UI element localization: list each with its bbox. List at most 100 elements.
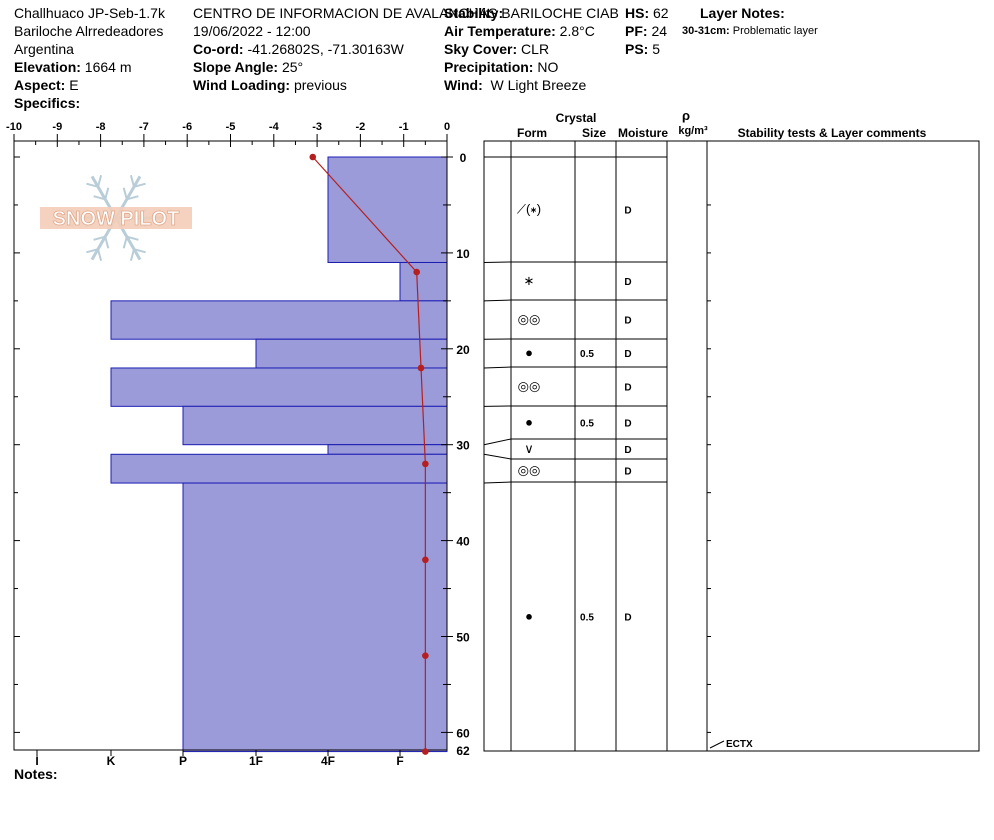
air-temp-row: Air Temperature: 2.8°C	[444, 22, 595, 40]
watermark-branch	[122, 236, 128, 249]
layer-size: 0.5	[580, 613, 594, 624]
temperature-profile	[309, 153, 429, 755]
layer-size: 0.5	[580, 419, 594, 430]
layer-note: 30-31cm: Problematic layer	[682, 22, 818, 40]
org-name: CENTRO DE INFORMACION DE AVALANCHAS BARI…	[193, 5, 619, 21]
test-result: ECTX	[726, 739, 753, 750]
layer-form: ●	[525, 345, 533, 360]
layer-size: 0.5	[580, 349, 594, 360]
wind-label: Wind:	[444, 77, 483, 93]
layer-note-text: Problematic layer	[732, 25, 818, 37]
temp-tick-label: -8	[96, 121, 106, 133]
hardness-tick-label: F	[396, 754, 403, 768]
country-name: Argentina	[14, 41, 74, 57]
watermark-branch	[126, 195, 139, 201]
temperature-point	[422, 556, 429, 564]
temperature-point	[422, 460, 429, 468]
wind-row: Wind: W Light Breeze	[444, 76, 595, 94]
ps-value: 5	[652, 41, 661, 57]
header-middle: CENTRO DE INFORMACION DE AVALANCHAS BARI…	[193, 4, 619, 94]
temp-tick-label: -9	[52, 121, 62, 133]
hs-label: HS:	[625, 5, 650, 21]
watermark-text: SNOW PILOT	[53, 208, 180, 230]
depth-connector	[483, 366, 512, 369]
test-arrow	[709, 740, 725, 749]
aspect-label: Aspect:	[14, 77, 66, 93]
watermark-branch	[122, 187, 128, 200]
layer-notes-label: Layer Notes:	[700, 5, 785, 21]
stability-row: Stability:	[444, 4, 595, 22]
watermark-branch	[104, 236, 110, 249]
layer-moisture: D	[624, 613, 631, 624]
coord-value: -41.26802S, -71.30163W	[247, 41, 404, 57]
sky-row: Sky Cover: CLR	[444, 40, 595, 58]
layer-moisture: D	[624, 349, 631, 360]
temp-tick-label: -2	[356, 121, 366, 133]
depth-tick-label: 50	[456, 631, 470, 645]
header-conditions: Stability: Air Temperature: 2.8°C Sky Co…	[444, 4, 595, 94]
temp-tick-label: -6	[182, 121, 192, 133]
temp-tick-label: -10	[6, 121, 22, 133]
hardness-tick-label: P	[179, 754, 187, 768]
depth-connector	[483, 481, 512, 484]
air-temp-value: 2.8°C	[559, 23, 595, 39]
temp-tick-label: 0	[444, 121, 450, 133]
watermark-branch	[93, 235, 106, 241]
temperature-point	[413, 268, 420, 276]
watermark-branch	[93, 195, 106, 201]
temp-tick-label: -4	[269, 121, 280, 133]
hardness-bar	[255, 338, 448, 369]
temperature-point	[422, 652, 429, 659]
watermark-band	[40, 207, 192, 229]
location-name: Challhuaco JP-Seb-1.7k	[14, 5, 165, 21]
layer-moisture: D	[624, 277, 631, 288]
watermark-branch	[104, 187, 110, 200]
hardness-bar	[110, 367, 448, 407]
wind-loading-value: previous	[293, 77, 347, 93]
moisture-header: Moisture	[618, 126, 668, 140]
notes-label: Notes:	[14, 766, 58, 782]
precip-value: NO	[537, 59, 559, 75]
hardness-tick-label: 1F	[249, 754, 263, 768]
layer-form: ●	[525, 415, 533, 430]
header-left: Challhuaco JP-Seb-1.7k Bariloche Alrrede…	[14, 4, 165, 112]
crystal-header: Crystal	[556, 111, 597, 125]
depth-connector	[483, 453, 512, 460]
layer-form: ◎◎	[518, 463, 541, 478]
wind-loading-label: Wind Loading:	[193, 77, 291, 93]
form-header: Form	[517, 126, 547, 140]
stability-label: Stability:	[444, 5, 504, 21]
specifics-row: Specifics:	[14, 94, 165, 112]
hardness-bar	[182, 405, 448, 446]
specifics-label: Specifics:	[14, 95, 81, 111]
rho-header: ρ	[682, 108, 690, 123]
slope-value: 25°	[281, 59, 304, 75]
elevation-value: 1664 m	[84, 59, 132, 75]
ps-label: PS:	[625, 41, 649, 57]
snow-pilot-watermark: SNOW PILOT	[40, 174, 192, 262]
watermark-branch	[126, 235, 139, 241]
temperature-point	[417, 364, 425, 372]
watermark-branch	[129, 174, 135, 188]
depth-tick-label: 60	[456, 726, 470, 740]
depth-connector	[483, 438, 512, 446]
watermark-branch	[97, 248, 103, 262]
depth-tick-label: 0	[460, 151, 467, 165]
layer-form: ◎◎	[518, 379, 541, 394]
depth-connector	[483, 299, 512, 302]
layer-form: ∗	[524, 273, 535, 288]
depth-tick-label: 20	[456, 343, 470, 357]
depth-tick-label: 10	[456, 247, 470, 261]
hardness-tick-label: K	[107, 754, 116, 768]
density-unit: kg/m³	[678, 125, 708, 137]
precip-row: Precipitation: NO	[444, 58, 595, 76]
watermark-branch	[129, 248, 135, 262]
wind-loading-row: Wind Loading: previous	[193, 76, 619, 94]
depth-tick-label: 30	[456, 439, 470, 453]
hardness-tick-label: 4F	[321, 754, 335, 768]
layer-note-range: 30-31cm:	[682, 25, 730, 37]
pf-value: 24	[651, 23, 668, 39]
hardness-bar	[110, 300, 448, 340]
aspect-row: Aspect: E	[14, 76, 165, 94]
layer-form: ◎◎	[518, 312, 541, 327]
